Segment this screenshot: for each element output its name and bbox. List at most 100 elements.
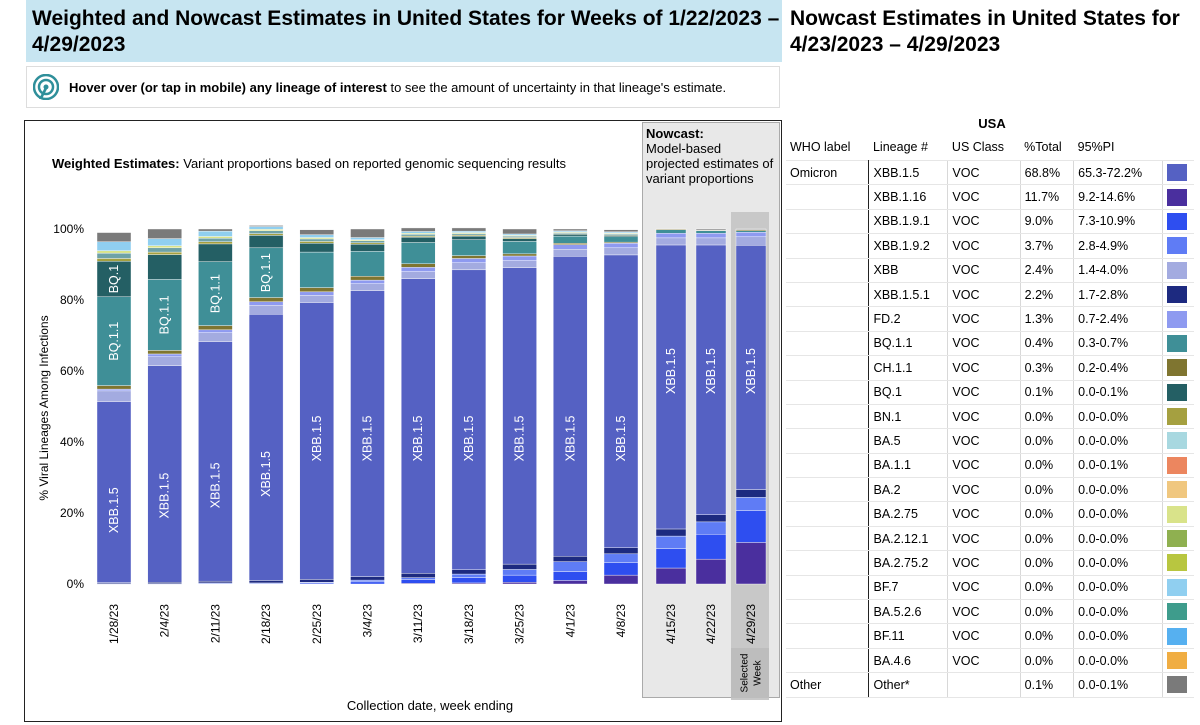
bar-segment — [96, 252, 132, 259]
bar-segment — [401, 236, 436, 243]
bar-segment — [655, 548, 687, 569]
nowcast-table: USA WHO label Lineage # US Class %Total 95%PI… — [786, 112, 1194, 698]
bar-segment — [401, 573, 436, 578]
bar-segment — [198, 325, 233, 331]
lineage-cell: FD.2 — [868, 306, 948, 332]
lineage-color-swatch — [1166, 334, 1187, 352]
bar-segment — [553, 561, 588, 572]
lineage-color-swatch — [1166, 530, 1187, 548]
y-tick-label: 20% — [60, 506, 84, 520]
bar-segment — [147, 247, 182, 253]
lineage-color-swatch — [1166, 505, 1187, 523]
bar-segment — [350, 581, 385, 585]
table-row[interactable]: BA.2.12.1 VOC 0.0% 0.0-0.0% — [786, 525, 1194, 552]
bar-segment — [553, 256, 588, 557]
table-row[interactable]: XBB.1.9.1 VOC 9.0% 7.3-10.9% — [786, 208, 1194, 235]
table-header-cell — [1162, 134, 1194, 161]
bar-segment — [147, 356, 182, 366]
bar-segment — [147, 251, 182, 255]
bar-data-label: XBB.1.5 — [411, 415, 425, 461]
table-row[interactable]: BN.1 VOC 0.0% 0.0-0.0% — [786, 403, 1194, 430]
table-row[interactable]: Other Other* 0.1% 0.0-0.1% — [786, 672, 1194, 698]
table-row[interactable]: XBB.1.16 VOC 11.7% 9.2-14.6% — [786, 184, 1194, 210]
table-row[interactable]: BA.2.75 VOC 0.0% 0.0-0.0% — [786, 501, 1194, 527]
class-cell: VOC — [947, 257, 1021, 283]
class-cell — [947, 672, 1021, 698]
swatch-cell — [1161, 306, 1194, 332]
percent-cell: 0.1% — [1019, 672, 1074, 698]
lineage-color-swatch — [1166, 261, 1187, 279]
lineage-cell: BA.2 — [868, 477, 948, 503]
table-row[interactable]: BA.5 VOC 0.0% 0.0-0.0% — [786, 428, 1194, 454]
bar-segment — [401, 579, 436, 584]
table-row[interactable]: BA.1.1 VOC 0.0% 0.0-0.1% — [786, 452, 1194, 479]
table-row[interactable]: BQ.1 VOC 0.1% 0.0-0.1% — [786, 379, 1194, 405]
bar-segment — [198, 238, 233, 242]
bar-segment — [502, 574, 537, 583]
bar-segment — [299, 295, 334, 303]
bar-data-label: XBB.1.5 — [704, 348, 718, 394]
class-cell: VOC — [947, 355, 1021, 381]
selected-week-label: Selected — [740, 654, 751, 693]
bar-segment — [248, 233, 284, 236]
table-row[interactable]: CH.1.1 VOC 0.3% 0.2-0.4% — [786, 355, 1194, 381]
table-row[interactable]: BQ.1.1 VOC 0.4% 0.3-0.7% — [786, 330, 1194, 357]
bar-segment — [502, 569, 537, 576]
pi-cell: 0.0-0.0% — [1073, 501, 1163, 527]
bar-segment — [350, 228, 385, 238]
bar-segment — [451, 255, 487, 259]
pi-cell: 1.7-2.8% — [1073, 281, 1163, 308]
pi-cell: 0.0-0.0% — [1073, 599, 1163, 625]
percent-cell: 0.0% — [1019, 452, 1074, 479]
x-tick-label: 3/11/23 — [411, 604, 425, 643]
bar-segment — [96, 296, 132, 386]
bar-segment — [735, 542, 767, 585]
x-axis-label: Collection date, week ending — [346, 698, 514, 713]
bar-segment — [401, 231, 436, 234]
table-row[interactable]: BA.4.6 VOC 0.0% 0.0-0.0% — [786, 647, 1194, 674]
swatch-cell — [1161, 672, 1194, 698]
table-row[interactable]: BF.11 VOC 0.0% 0.0-0.0% — [786, 623, 1194, 649]
lineage-cell: BA.4.6 — [868, 647, 948, 674]
bar-segment — [695, 237, 727, 246]
table-row[interactable]: FD.2 VOC 1.3% 0.7-2.4% — [786, 306, 1194, 332]
bar-segment — [96, 258, 132, 262]
pi-cell: 65.3-72.2% — [1073, 159, 1163, 186]
table-row[interactable]: BA.2 VOC 0.0% 0.0-0.0% — [786, 477, 1194, 503]
pi-cell: 0.0-0.1% — [1073, 379, 1163, 405]
x-tick-label: 4/22/23 — [704, 604, 718, 644]
table-row[interactable]: XBB.1.5.1 VOC 2.2% 1.7-2.8% — [786, 281, 1194, 308]
percent-cell: 0.3% — [1019, 355, 1074, 381]
x-tick-label: 2/18/23 — [259, 604, 273, 644]
table-row[interactable]: XBB.1.9.2 VOC 3.7% 2.8-4.9% — [786, 233, 1194, 259]
bar-data-label: XBB.1.5 — [563, 415, 577, 461]
table-row[interactable]: BF.7 VOC 0.0% 0.0-0.0% — [786, 574, 1194, 601]
table-row[interactable]: XBB VOC 2.4% 1.4-4.0% — [786, 257, 1194, 283]
pi-cell: 0.0-0.0% — [1073, 428, 1163, 454]
who-label-cell — [786, 550, 870, 576]
lineage-color-swatch — [1166, 164, 1187, 182]
bar-segment — [198, 228, 233, 232]
selected-week-badge — [731, 648, 769, 698]
bar-segment — [655, 228, 687, 230]
table-row[interactable]: BA.5.2.6 VOC 0.0% 0.0-0.0% — [786, 599, 1194, 625]
bar-data-label: XBB.1.5 — [614, 415, 628, 461]
bar-segment — [299, 579, 334, 583]
x-tick-label: 4/29/23 — [744, 604, 758, 644]
percent-cell: 68.8% — [1019, 159, 1074, 186]
bar-segment — [147, 238, 182, 246]
swatch-cell — [1161, 159, 1194, 186]
table-row[interactable]: Omicron XBB.1.5 VOC 68.8% 65.3-72.2% — [786, 159, 1194, 186]
pi-cell: 0.7-2.4% — [1073, 306, 1163, 332]
bar-data-label: XBB.1.5 — [107, 487, 121, 533]
class-cell: VOC — [947, 306, 1021, 332]
swatch-cell — [1161, 208, 1194, 235]
pi-cell: 0.0-0.0% — [1073, 477, 1163, 503]
lineage-cell: BA.5.2.6 — [868, 599, 948, 625]
table-row[interactable]: BA.2.75.2 VOC 0.0% 0.0-0.0% — [786, 550, 1194, 576]
percent-cell: 1.3% — [1019, 306, 1074, 332]
pi-cell: 7.3-10.9% — [1073, 208, 1163, 235]
class-cell: VOC — [947, 501, 1021, 527]
lineage-color-swatch — [1166, 481, 1187, 499]
bar-segment — [248, 230, 284, 234]
